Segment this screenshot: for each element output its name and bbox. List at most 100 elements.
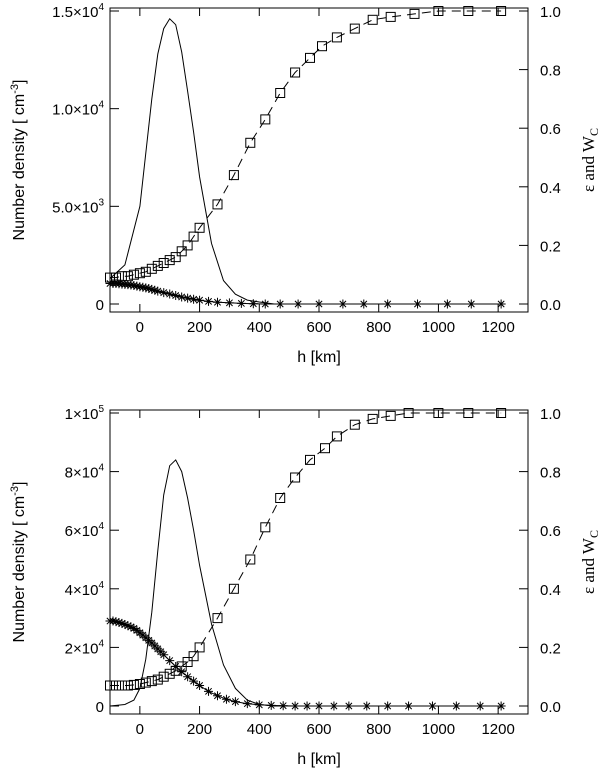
series-line-wc xyxy=(110,10,502,279)
wc-point xyxy=(134,268,145,279)
epsilon-point xyxy=(183,293,193,303)
right-y-axis-ticks: 0.0 0.2 0.4 0.6 0.8 1.0 xyxy=(519,4,561,314)
epsilon-point xyxy=(344,701,354,711)
x-tick-label: 800 xyxy=(366,721,391,738)
wc-point xyxy=(305,454,315,465)
right-y-axis-ticks: 0.0 0.2 0.4 0.6 0.8 1.0 xyxy=(519,406,561,716)
epsilon-point xyxy=(171,291,181,301)
x-tick-label: 0 xyxy=(136,721,144,738)
right-y-tick-label: 0.2 xyxy=(540,640,561,657)
epsilon-point xyxy=(159,650,169,660)
epsilon-point xyxy=(204,296,214,306)
wc-point xyxy=(463,6,474,16)
wc-point xyxy=(290,472,301,483)
left-y-tick-label: 2×104 xyxy=(65,638,105,657)
wc-point xyxy=(275,493,286,503)
epsilon-point xyxy=(302,701,312,711)
epsilon-point xyxy=(120,620,130,630)
epsilon-point xyxy=(362,701,372,711)
wc-point xyxy=(188,651,199,662)
wc-point xyxy=(146,263,157,274)
epsilon-point xyxy=(183,672,193,682)
epsilon-point xyxy=(224,298,234,308)
wc-point xyxy=(146,676,157,687)
wc-point xyxy=(463,408,474,418)
wc-point xyxy=(212,613,223,624)
right-y-tick-label: 0.4 xyxy=(540,180,561,197)
epsilon-point xyxy=(171,661,181,671)
left-y-tick-label: 4×104 xyxy=(65,580,105,599)
x-tick-label: 200 xyxy=(187,721,212,738)
epsilon-point xyxy=(242,699,252,709)
epsilon-point xyxy=(114,617,124,627)
wc-point xyxy=(122,680,133,691)
wc-point xyxy=(349,419,360,430)
epsilon-point xyxy=(165,656,175,666)
wc-point xyxy=(496,408,507,418)
wc-point xyxy=(128,269,139,280)
epsilon-point xyxy=(275,299,285,309)
epsilon-point xyxy=(212,691,222,701)
left-y-tick-label: 1.0×104 xyxy=(52,100,104,119)
epsilon-point xyxy=(413,299,423,309)
wc-point xyxy=(367,413,378,424)
data-marks xyxy=(105,408,507,711)
left-y-tick-label: 0 xyxy=(96,699,104,716)
wc-point xyxy=(290,67,301,78)
wc-point xyxy=(182,240,193,251)
wc-point xyxy=(305,52,315,63)
left-y-axis-ticks: 0 5.0×103 1.0×104 1.5×104 xyxy=(52,2,119,314)
epsilon-point xyxy=(260,299,270,309)
epsilon-point xyxy=(475,701,485,711)
epsilon-point xyxy=(144,283,154,293)
wc-point xyxy=(403,408,414,418)
epsilon-point xyxy=(129,281,139,291)
wc-point xyxy=(331,32,342,43)
x-tick-label: 400 xyxy=(247,319,272,336)
epsilon-point xyxy=(254,700,264,710)
x-tick-label: 600 xyxy=(306,721,331,738)
wc-point xyxy=(349,23,360,34)
epsilon-point xyxy=(451,701,461,711)
right-y-tick-label: 0.0 xyxy=(540,699,561,716)
epsilon-point xyxy=(129,623,139,633)
left-y-axis-label: Number density [ cm-3] xyxy=(9,482,28,643)
wc-point xyxy=(128,679,139,690)
wc-point xyxy=(245,554,256,565)
wc-point xyxy=(228,583,239,594)
data-marks xyxy=(105,6,507,309)
epsilon-point xyxy=(132,281,142,291)
left-y-axis-label: Number density [ cm-3] xyxy=(9,80,28,241)
epsilon-point xyxy=(177,667,187,677)
epsilon-point xyxy=(338,299,348,309)
right-y-tick-label: 0.8 xyxy=(540,465,561,482)
wc-point xyxy=(158,258,169,268)
wc-point xyxy=(158,671,169,682)
epsilon-point xyxy=(236,298,246,308)
wc-point xyxy=(170,252,181,263)
plot-frame xyxy=(109,7,529,313)
right-y-tick-label: 1.0 xyxy=(540,406,561,423)
epsilon-point xyxy=(442,299,452,309)
left-y-tick-label: 0 xyxy=(96,297,104,314)
right-y-tick-label: 0.4 xyxy=(540,582,561,599)
wc-point xyxy=(275,88,286,98)
epsilon-point xyxy=(123,621,133,631)
epsilon-point xyxy=(496,701,506,711)
wc-point xyxy=(116,680,127,691)
epsilon-point xyxy=(153,286,163,296)
wc-point xyxy=(320,443,330,454)
wc-point xyxy=(496,6,507,16)
wc-point xyxy=(317,41,327,52)
left-y-tick-label: 1.5×104 xyxy=(52,2,104,21)
epsilon-point xyxy=(230,697,240,707)
wc-point xyxy=(140,266,151,277)
epsilon-point xyxy=(496,299,506,309)
epsilon-point xyxy=(177,292,187,302)
wc-point xyxy=(188,231,199,242)
x-tick-label: 1200 xyxy=(481,319,514,336)
epsilon-point xyxy=(195,680,205,690)
right-y-tick-label: 0.6 xyxy=(540,523,561,540)
epsilon-point xyxy=(141,283,151,293)
